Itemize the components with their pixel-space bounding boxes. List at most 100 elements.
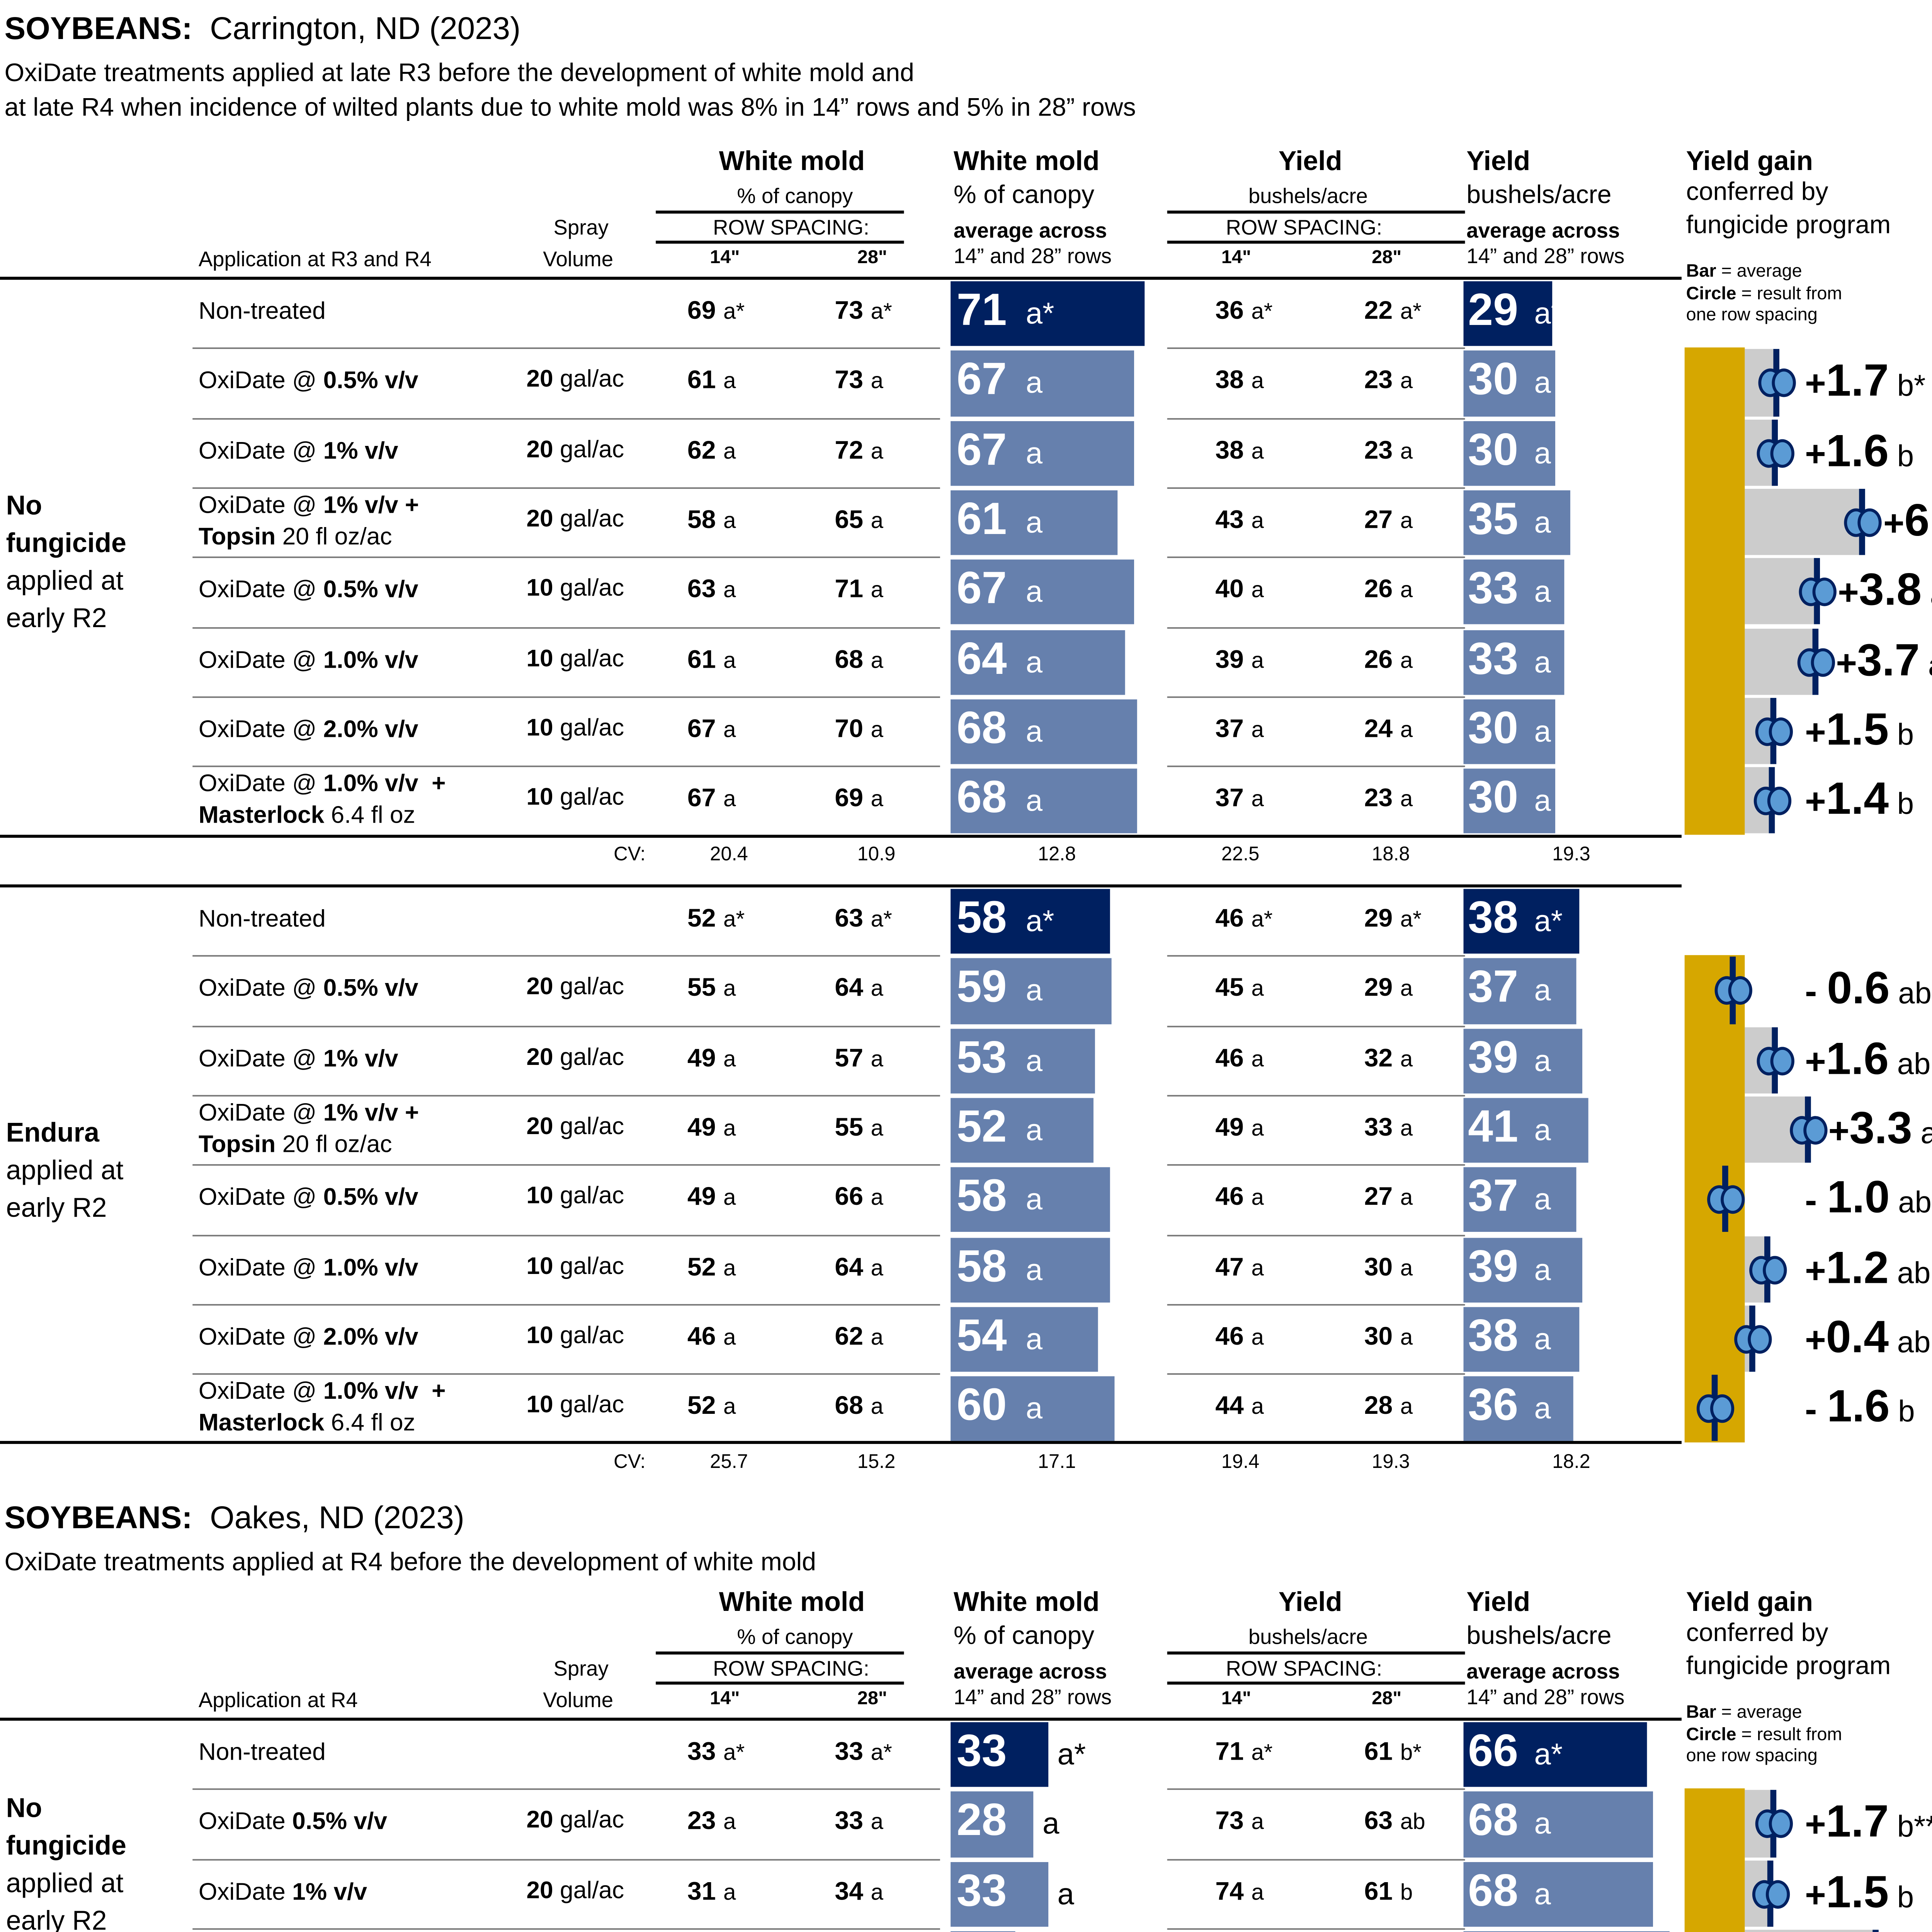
treatment-label: Non-treated	[199, 1738, 326, 1769]
cell-wm28: 73 a	[835, 366, 883, 396]
cell-value: 55	[687, 974, 716, 1003]
group-label-line: applied at	[6, 1867, 124, 1898]
cell-wm14: 62 a	[687, 436, 736, 466]
treatment-tankmix: Topsin	[198, 1133, 276, 1158]
row-divider	[192, 696, 940, 698]
bar-value: 39	[1468, 1242, 1519, 1292]
legend-bar: Bar = average	[1686, 260, 1842, 282]
treatment-product: OxiDate	[198, 1810, 293, 1836]
bar-letter: a	[1043, 1808, 1060, 1842]
bar-letter: a	[1534, 975, 1551, 1009]
header-14in: 14"	[710, 247, 740, 268]
spray-volume-value: 10	[526, 785, 553, 811]
treatment-line-1: Non-treated	[199, 904, 326, 936]
header-white-mold-avg: White mold	[953, 1587, 1100, 1617]
gain-number: 1.6	[1826, 427, 1889, 476]
bar-value: 33	[956, 1727, 1007, 1777]
cell-value: 26	[1364, 575, 1393, 604]
cell-letter: a	[871, 1116, 883, 1142]
bar-letter: a	[1534, 367, 1551, 401]
cell-wm28: 33 a*	[835, 1738, 892, 1768]
cell-letter: a	[723, 578, 736, 604]
group-bottom-rule	[0, 1441, 1682, 1444]
cell-value: 45	[1215, 974, 1244, 1003]
bar-white-mold-avg	[951, 1931, 1016, 1932]
treatment-rate: 0.5% v/v	[323, 369, 418, 395]
header-white-mold-rows: White mold	[719, 146, 865, 176]
header-14in: 14"	[710, 1687, 740, 1709]
cell-y14: 37 a	[1215, 714, 1264, 745]
cell-value: 70	[835, 714, 864, 743]
bar-value: 41	[1468, 1102, 1519, 1152]
bar-letter: a*	[1534, 905, 1563, 939]
cell-y14: 46 a*	[1215, 904, 1272, 934]
bar-yield-avg	[1463, 629, 1565, 695]
cell-value: 62	[687, 435, 716, 464]
cell-y28: 29 a*	[1364, 904, 1422, 934]
cell-value: 31	[687, 1876, 716, 1905]
treatment-product: OxiDate @	[198, 1255, 323, 1281]
cell-y28: 29 a	[1364, 974, 1413, 1004]
treatment-line-1: OxiDate @ 1% v/v	[199, 436, 398, 468]
cell-value: 30	[1364, 1252, 1393, 1281]
bar-letter: a*	[1026, 905, 1054, 939]
cell-value: 61	[1364, 1737, 1393, 1766]
cell-value: 23	[1364, 435, 1393, 464]
cv-value: 15.2	[857, 1450, 896, 1473]
gain-number: 1.5	[1826, 705, 1889, 755]
table-top-rule	[0, 1718, 1682, 1721]
treatment-line-1: OxiDate @ 2.0% v/v	[199, 1322, 418, 1354]
spray-volume: 20 gal/ac	[526, 1045, 624, 1072]
cell-value: 38	[1215, 435, 1244, 464]
spray-volume-value: 10	[526, 1254, 553, 1280]
bar-letter: a	[1534, 716, 1551, 749]
cell-wm28: 68 a	[835, 645, 883, 675]
cell-value: 63	[1364, 1807, 1393, 1836]
cell-letter: a	[1251, 1395, 1264, 1420]
treatment-line-1: OxiDate @ 1% v/v	[199, 1043, 398, 1075]
treatment-tankmix-rate: 20 fl oz/ac	[276, 1133, 392, 1158]
treatment-label: OxiDate 1% v/v	[199, 1877, 367, 1908]
circle-row-spacing-result	[1767, 787, 1791, 816]
cell-letter: a*	[1251, 907, 1273, 933]
bar-value: 68	[956, 773, 1007, 823]
cell-y14: 39 a	[1215, 645, 1264, 675]
legend: Bar = average Circle = result from one row…	[1686, 260, 1842, 325]
legend-circle-text: = result from	[1736, 1723, 1842, 1744]
cell-letter: ab	[1400, 1810, 1425, 1836]
treatment-line-1: OxiDate @ 1.0% v/v	[199, 1252, 418, 1284]
bar-letter: a	[1534, 1323, 1551, 1357]
bar-yield-avg	[1463, 1098, 1589, 1163]
header-yield-gain: Yield gain	[1686, 1587, 1813, 1617]
circle-row-spacing-result	[1748, 1325, 1772, 1354]
circle-row-spacing-result	[1710, 1395, 1734, 1423]
spray-volume-value: 20	[526, 367, 553, 393]
header-yield-avg: Yield	[1466, 146, 1531, 176]
spray-volume-value: 20	[526, 1808, 553, 1834]
cell-y28: 30 a	[1364, 1322, 1413, 1352]
gain-letter: b*	[1889, 371, 1926, 404]
treatment-label: OxiDate @ 0.5% v/v	[199, 1183, 418, 1214]
bar-letter: a	[1534, 646, 1551, 680]
header-application: Application at R4	[198, 1687, 358, 1712]
cell-value: 52	[687, 1391, 716, 1420]
treatment-label: OxiDate @ 1.0% v/v	[199, 1252, 418, 1284]
gain-number: 0.6	[1827, 964, 1890, 1015]
cell-wm28: 70 a	[835, 714, 883, 745]
cell-y14: 46 a	[1215, 1043, 1264, 1073]
cell-value: 22	[1364, 296, 1393, 325]
cell-wm28: 63 a*	[835, 904, 892, 934]
gain-sign: +	[1805, 782, 1826, 823]
gain-sign: +	[1838, 573, 1859, 614]
treatment-tankmix: Topsin	[198, 525, 276, 551]
cell-value: 52	[687, 1252, 716, 1281]
bar-yield-avg	[1463, 420, 1555, 486]
gain-letter: b**	[1897, 1811, 1932, 1845]
cell-wm14: 61 a	[687, 366, 736, 396]
cell-letter: a	[723, 439, 736, 464]
cv-value: 12.8	[1037, 842, 1076, 865]
section-title: SOYBEANS: Oakes, ND (2023)	[5, 1501, 464, 1537]
cell-wm14: 52 a	[687, 1252, 736, 1282]
cell-letter: a	[871, 977, 883, 1003]
cell-value: 26	[1364, 645, 1393, 673]
